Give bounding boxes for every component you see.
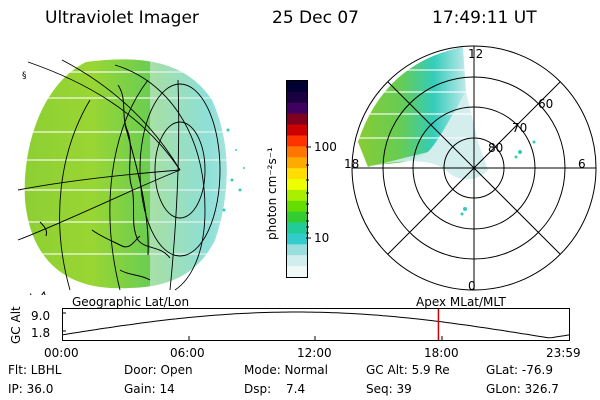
date-label: 25 Dec 07 [272, 8, 359, 28]
mlt-label-18: 18 [344, 157, 360, 171]
timeline-frame [62, 308, 570, 341]
colorbar-tick-100: 100 [314, 140, 337, 154]
polar-grid [351, 45, 597, 291]
timeline-xtick-3: 18:00 [424, 346, 459, 360]
mlat-label-80: 80 [488, 141, 504, 155]
aurora-image-polar [352, 47, 488, 180]
time-label: 17:49:11 UT [432, 8, 537, 28]
timeline-ytick-high: 9.0 [31, 309, 51, 323]
apex-label: Apex MLat/MLT [416, 295, 506, 309]
info-seq: Seq: 39 [366, 382, 412, 396]
colorbar-band [287, 102, 307, 115]
orbit-altitude-curve [62, 311, 570, 339]
mlat-label-60: 60 [538, 97, 554, 111]
info-mode: Mode: Normal [244, 363, 328, 377]
colorbar-band [287, 135, 307, 147]
info-gain: Gain: 14 [124, 382, 175, 396]
info-dsp-value: 7.4 [286, 382, 306, 396]
colorbar-band [287, 179, 307, 191]
colorbar-ticks [306, 146, 311, 239]
svg-text:N: N [26, 292, 38, 295]
mlt-label-0: 0 [468, 279, 476, 293]
geographic-image: N § [17, 59, 245, 295]
colorbar-band [287, 146, 307, 158]
colorbar-band [287, 124, 307, 136]
svg-text:§: § [22, 71, 27, 81]
instrument-title: Ultraviolet Imager [45, 8, 199, 28]
info-glon: GLon: 326.7 [486, 382, 559, 396]
timeline-xtick-2: 12:00 [297, 346, 332, 360]
colorbar-band [287, 244, 307, 256]
colorbar-band [287, 113, 307, 126]
colorbar-band [287, 157, 307, 169]
timeline-axis-label: GC Alt [9, 306, 23, 344]
info-glat: GLat: -76.9 [486, 363, 553, 377]
info-ip: IP: 36.0 [8, 382, 54, 396]
geographic-label: Geographic Lat/Lon [72, 295, 190, 309]
timeline-xtick-0: 00:00 [44, 346, 79, 360]
timeline-xtick-4: 23:59 [546, 346, 581, 360]
colorbar-band [287, 168, 307, 180]
info-gc-alt: GC Alt: 5.9 Re [366, 363, 450, 377]
mlt-label-6: 6 [578, 157, 586, 171]
colorbar-band [287, 211, 307, 224]
info-dsp-label: Dsp: [244, 382, 272, 396]
colorbar-band [287, 255, 307, 267]
mlt-label-12: 12 [468, 47, 484, 61]
coastline [39, 84, 171, 295]
colorbar-band [287, 233, 307, 245]
colorbar [286, 80, 308, 278]
noise-dots [222, 128, 245, 212]
colorbar-band [287, 222, 307, 234]
colorbar-band [287, 81, 307, 93]
colorbar-gradient [287, 81, 307, 278]
polar-noise-dots [460, 140, 536, 216]
info-flt: Flt: LBHL [8, 363, 62, 377]
info-door: Door: Open [124, 363, 193, 377]
timeline-plot [62, 308, 570, 341]
small-text-markers: N § [22, 71, 37, 295]
colorbar-tick-10: 10 [314, 231, 330, 245]
colorbar-band [287, 91, 307, 104]
polar-plot [351, 45, 597, 291]
timeline-ticks [62, 312, 443, 340]
colorbar-band [287, 200, 307, 213]
timeline-xtick-1: 06:00 [170, 346, 205, 360]
colorbar-band [287, 266, 307, 278]
colorbar-unit-label: photon cm⁻²s⁻¹ [265, 147, 279, 240]
geo-grid [17, 59, 221, 291]
colorbar-band [287, 189, 307, 202]
mlat-label-70: 70 [512, 121, 528, 135]
timeline-ytick-low: 1.8 [31, 326, 51, 340]
